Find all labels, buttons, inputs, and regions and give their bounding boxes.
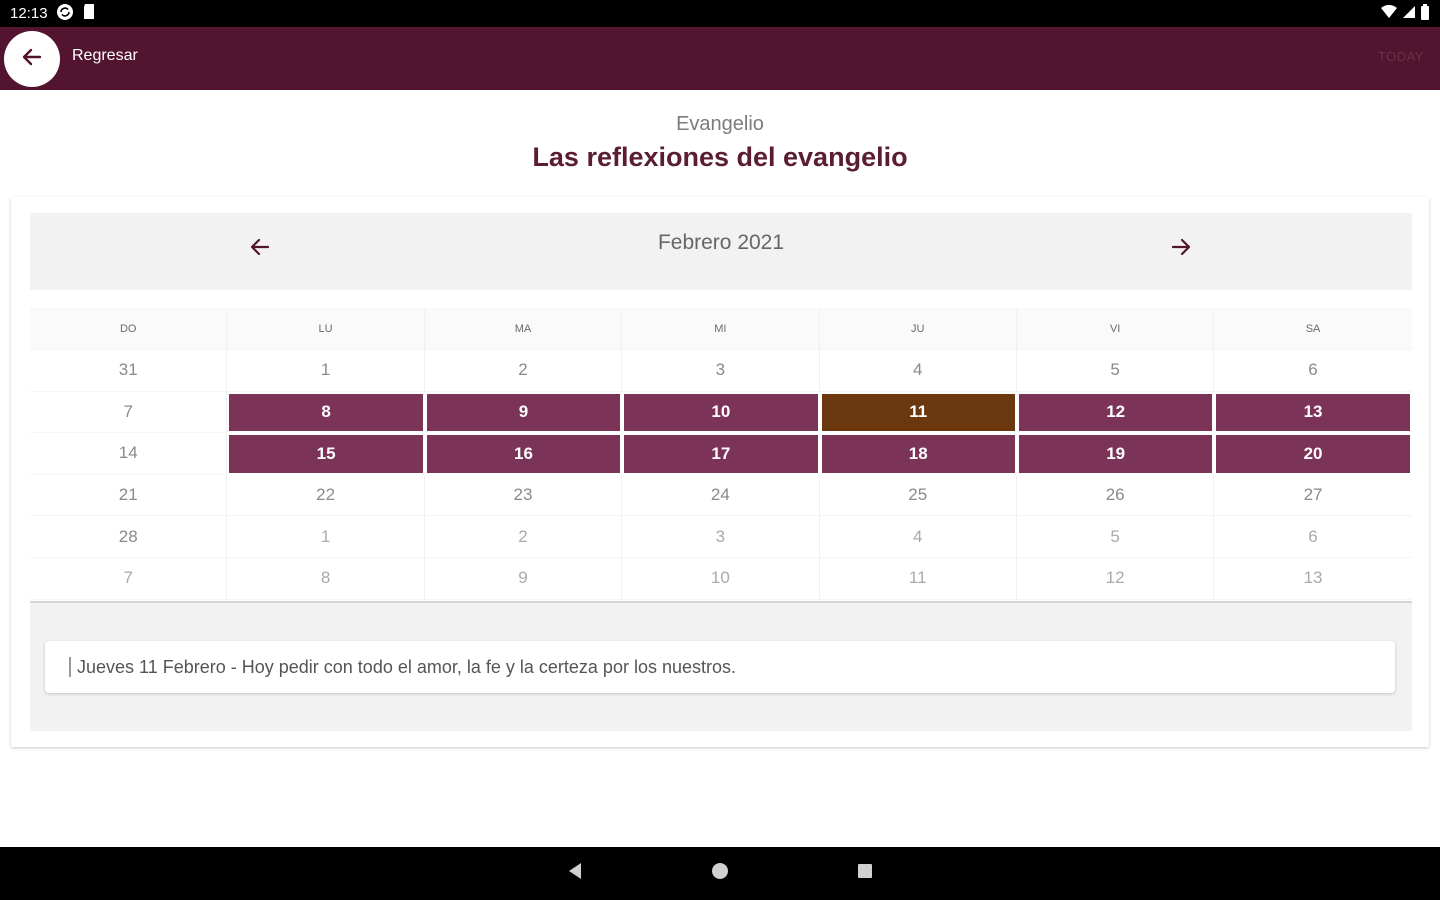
event-item[interactable]: Jueves 11 Febrero - Hoy pedir con todo e… [45,641,1395,693]
circle-home-icon [710,861,730,886]
calendar-day-other-month[interactable]: 11 [819,557,1017,600]
status-time: 12:13 [10,5,48,22]
calendar-day[interactable]: 25 [819,474,1017,517]
calendar-week-row: 31 1 2 3 4 5 6 [30,350,1412,392]
calendar-day-marked[interactable]: 15 [227,433,425,475]
signal-icon [1402,5,1416,23]
weekday-label: JU [819,308,1017,350]
calendar-day-marked[interactable]: 16 [424,433,623,475]
calendar-day[interactable]: 5 [1016,350,1215,392]
status-left: 12:13 [10,3,96,25]
calendar-day[interactable]: 2 [424,350,623,392]
event-text: Jueves 11 Febrero - Hoy pedir con todo e… [77,656,736,677]
calendar-day-other-month[interactable]: 1 [227,516,425,558]
weekday-header-row: DO LU MA MI JU VI SA [30,308,1412,350]
calendar-day-marked[interactable]: 19 [1016,433,1215,475]
weekday-label: DO [30,308,228,350]
events-list: Jueves 11 Febrero - Hoy pedir con todo e… [30,603,1412,731]
calendar-day[interactable]: 7 [30,391,228,434]
wifi-icon [1380,4,1398,23]
calendar-week-row: 28 1 2 3 4 5 6 [30,516,1412,558]
weekday-label: MA [424,308,623,350]
calendar-day-other-month[interactable]: 12 [1016,557,1215,600]
arrow-left-icon [248,235,272,264]
calendar-day[interactable]: 1 [227,350,425,392]
calendar-day-other-month[interactable]: 8 [227,557,425,600]
today-button[interactable]: TODAY [1377,49,1424,64]
system-navigation-bar [0,847,1440,900]
calendar-day-marked[interactable]: 20 [1214,433,1412,475]
calendar-day[interactable]: 21 [30,474,228,517]
calendar-day-marked[interactable]: 17 [622,433,820,475]
calendar-day-selected[interactable]: 11 [819,391,1017,434]
calendar-day[interactable]: 24 [622,474,820,517]
page-title: Las reflexiones del evangelio [532,142,908,172]
status-right [1380,3,1430,24]
calendar-day[interactable]: 14 [30,433,228,475]
weekday-label: SA [1214,308,1412,350]
calendar-day-marked[interactable]: 8 [227,391,425,434]
calendar-week-row: 7 8 9 10 11 12 13 [30,557,1412,600]
calendar-day-other-month[interactable]: 3 [622,516,820,558]
calendar-day-other-month[interactable]: 5 [1016,516,1215,558]
calendar-day-other-month[interactable]: 7 [30,557,228,600]
calendar-day[interactable]: 31 [30,350,228,392]
calendar-grid: DO LU MA MI JU VI SA 31 1 2 3 4 5 6 7 8 … [30,308,1412,600]
system-recents-button[interactable] [852,860,878,886]
status-bar: 12:13 [0,0,1440,27]
calendar-day[interactable]: 4 [819,350,1017,392]
calendar-day-other-month[interactable]: 2 [424,516,623,558]
calendar-week-row: 7 8 9 10 11 12 13 [30,391,1412,434]
calendar-day-marked[interactable]: 9 [424,391,623,434]
back-label[interactable]: Regresar [72,47,138,64]
page-subtitle: Evangelio [676,113,764,135]
calendar-day[interactable]: 27 [1214,475,1412,517]
arrow-right-icon [1169,235,1193,264]
weekday-label: LU [227,308,425,350]
calendar-day[interactable]: 28 [30,516,228,558]
previous-month-button[interactable] [242,231,278,267]
weekday-label: MI [622,308,820,350]
sync-icon [56,3,74,25]
back-button[interactable] [4,31,60,87]
battery-icon [1420,3,1430,24]
calendar-day[interactable]: 3 [622,350,820,392]
square-recents-icon [855,861,875,886]
system-back-button[interactable] [562,860,588,886]
system-home-button[interactable] [707,860,733,886]
triangle-back-icon [565,861,585,886]
calendar-week-row: 14 15 16 17 18 19 20 [30,433,1412,475]
calendar-day-marked[interactable]: 13 [1214,391,1412,434]
app-bar: Regresar TODAY [0,27,1440,90]
calendar-week-row: 21 22 23 24 25 26 27 [30,474,1412,517]
month-header: Febrero 2021 [30,213,1412,290]
calendar-day-other-month[interactable]: 9 [424,557,623,600]
calendar-day-other-month[interactable]: 4 [819,516,1017,558]
calendar-day[interactable]: 26 [1016,474,1215,517]
calendar-day[interactable]: 6 [1214,350,1412,392]
weekday-label: VI [1016,308,1215,350]
calendar-day-other-month[interactable]: 13 [1214,558,1412,600]
calendar-day-other-month[interactable]: 6 [1214,516,1412,558]
next-month-button[interactable] [1163,231,1199,267]
sd-card-icon [82,3,96,24]
calendar-day-marked[interactable]: 18 [819,433,1017,475]
calendar-day[interactable]: 23 [424,474,623,517]
calendar-day-marked[interactable]: 10 [622,391,820,434]
calendar-day[interactable]: 22 [227,474,425,517]
arrow-left-icon [20,45,44,74]
month-label: Febrero 2021 [657,231,785,254]
calendar-card: Febrero 2021 DO LU MA MI JU VI SA 31 1 2… [11,197,1429,747]
calendar-day-marked[interactable]: 12 [1016,391,1215,434]
calendar-day-other-month[interactable]: 10 [622,557,820,600]
calendar-divider [30,601,1412,603]
